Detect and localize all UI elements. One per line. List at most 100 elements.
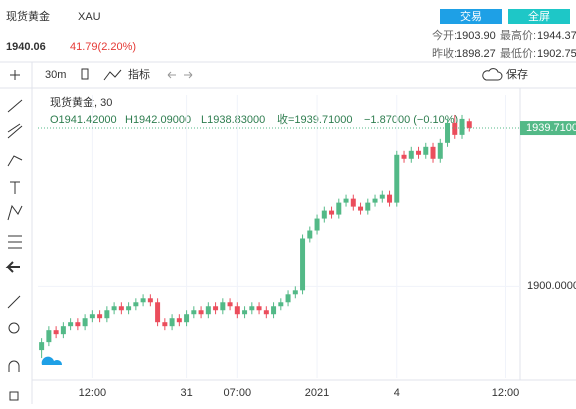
save[interactable]: 保存 [506,67,528,81]
undo-redo[interactable] [167,71,193,79]
stat-label: 最低价: [500,47,536,60]
candle-body [46,330,52,343]
candle-body [445,122,451,143]
candle-body [423,146,429,155]
x-tick-label: 12:00 [492,387,520,399]
stat-value: 1902.75 [537,48,576,60]
candle-body [227,302,233,307]
candle-body [256,306,262,311]
stat-label: 最高价: [500,28,536,42]
candle-body [169,318,175,327]
candle-body [321,210,327,219]
candle-body [336,202,342,215]
candle-body [329,210,335,215]
candle-body [387,194,393,203]
legend-low: L1938.83000 [201,114,265,126]
symbol: XAU [78,11,101,23]
x-tick-label: 4 [394,387,400,399]
candle-body [452,122,458,135]
candle-body [155,302,161,323]
title: 现货黄金 [6,9,50,23]
stat-label: 今开: [432,28,457,42]
x-tick-label: 07:00 [224,387,252,399]
candle-body [307,230,313,239]
logo-badge [41,356,62,365]
x-tick-label: 31 [180,387,192,399]
indicators[interactable]: 指标 [128,67,150,81]
candle-body [343,198,349,203]
candle-body [126,306,132,311]
candle-body [430,146,436,159]
candle-body [104,310,110,319]
interval[interactable]: 30m [45,69,66,81]
trade-button[interactable] [440,9,502,24]
stat-value: 1944.37 [537,30,576,42]
candle-body [118,306,124,311]
stat-value: 1903.90 [456,30,496,42]
candle-body [39,342,45,351]
candle-body [147,298,153,303]
trade-label[interactable]: 交易 [460,9,482,23]
candle-body [278,302,284,307]
candle-body [372,198,378,203]
stat-value: 1898.27 [456,48,496,60]
legend-open: O1941.42000 [50,114,117,126]
price: 1940.06 [6,41,46,53]
stat-label: 昨收: [432,46,457,60]
candle-body [184,314,190,323]
candle-body [198,310,204,315]
candle-body [394,154,400,203]
candle-body [213,306,219,311]
candle-body [220,302,226,311]
candle-body [53,330,59,335]
candle-body [176,318,182,323]
candle-body [234,306,240,315]
candle-icon[interactable] [81,68,89,80]
stats: 今开: 1903.90 最高价: 1944.37 昨收: 1898.27 最低价… [432,28,576,60]
legend-high: H1942.09000 [125,114,191,126]
candle-body [271,306,277,315]
candle-body [75,322,81,327]
fullscreen-label[interactable]: 全屏 [528,9,550,23]
candle-body [437,142,443,159]
candle-body [401,154,407,159]
legend-name: 现货黄金, 30 [50,95,112,109]
candle-body [358,206,364,211]
candle-body [285,294,291,303]
candle-body [89,314,95,319]
candle-body [314,218,320,231]
x-tick-label: 2021 [305,387,329,399]
candle-body [60,326,66,335]
plot: 1900.00000 12:00 31 07:00 2021 4 12:00 1939.710… [38,95,576,399]
last-price-box [520,121,576,136]
candle-body [249,306,255,311]
last-price-label: 1939.71000 [526,122,576,134]
candle-body [379,194,385,199]
legend-change: −1.87000 (−0.10%) [364,114,458,126]
candle-body [111,306,117,311]
candle-body [68,322,74,327]
candle-body [365,202,371,211]
candle-body [466,121,472,129]
candle-body [263,310,269,315]
y-tick-label: 1900.00000 [527,280,576,292]
change: 41.79(2.20%) [70,41,136,53]
side-tools[interactable] [5,70,23,401]
candle-body [133,302,139,307]
candle-body [162,322,168,327]
candle-body [459,118,465,135]
candle-body [300,238,306,291]
candle-body [408,150,414,159]
candle-body [205,306,211,315]
indicator-icon[interactable] [103,69,122,81]
candle-body [242,310,248,315]
candle-body [82,318,88,327]
candle-body [140,298,146,303]
candle-body [191,310,197,315]
fullscreen-button[interactable] [508,9,570,24]
x-tick-label: 12:00 [79,387,107,399]
cloud-icon[interactable] [482,68,503,81]
candle-body [97,314,103,319]
